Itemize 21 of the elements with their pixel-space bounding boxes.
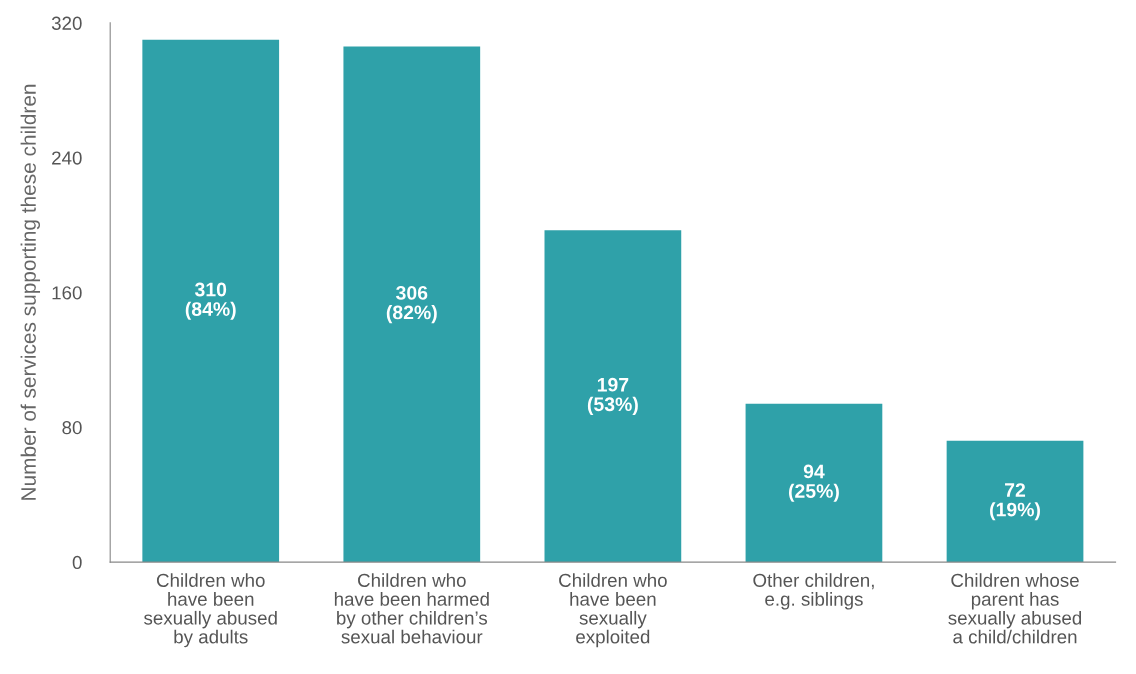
y-axis-title: Number of services supporting these children [20,84,41,500]
y-tick-label: 320 [51,16,82,30]
y-tick-label: 80 [62,421,82,435]
x-tick-label: Children whose parent has sexually abused a child/children [948,573,1082,644]
bar [946,440,1084,563]
data-label: 197 (53%) [587,377,638,415]
x-tick-label: Other children, e.g. siblings [753,573,874,610]
data-label: 310 (84%) [185,282,236,320]
bar [544,230,682,563]
bar [745,403,883,563]
y-tick-label: 240 [52,151,82,165]
y-tick-label: 0 [72,555,82,570]
data-label: 72 (19%) [990,483,1040,521]
y-tick-label: 160 [52,286,82,300]
x-tick-label: Children who have been sexually abused by adults [144,573,277,648]
x-tick-label: Children who have been harmed by other children’s sexual behaviour [334,573,489,644]
data-label: 306 (82%) [386,285,437,324]
x-tick-label: Children who have been sexually exploited [559,573,667,648]
data-label: 94 (25%) [788,464,839,502]
bar [142,39,280,563]
bar [343,46,481,563]
